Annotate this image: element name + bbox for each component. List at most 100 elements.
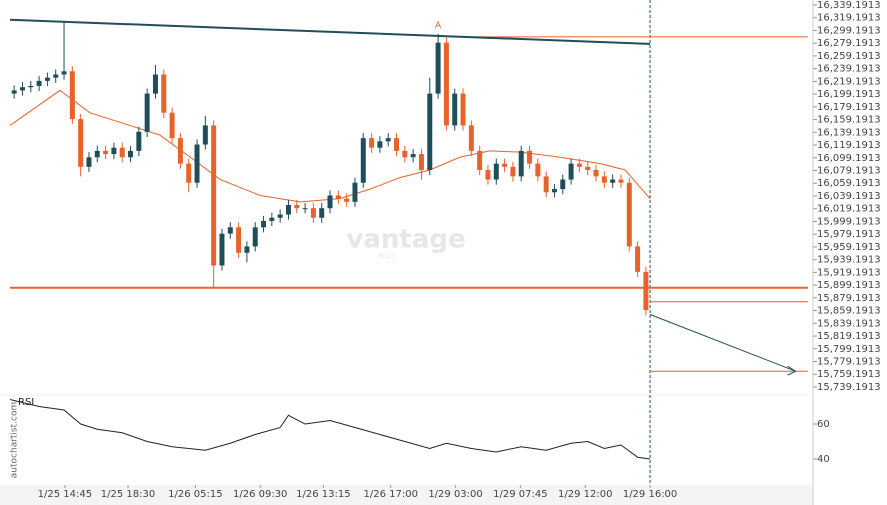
candle-body [94, 150, 100, 158]
candle-body [610, 179, 616, 183]
candle-body [527, 150, 533, 164]
y-tick-label: 16,179.1913 [817, 102, 881, 113]
y-tick-label: 15,819.1913 [817, 331, 881, 342]
rsi-tick-label: 60 [817, 419, 830, 430]
candle-body [103, 150, 109, 155]
rsi-line [9, 399, 651, 460]
y-tick-label: 15,839.1913 [817, 318, 881, 329]
x-tick-label: 1/29 12:00 [558, 489, 612, 500]
candle-body [443, 42, 449, 126]
candle-body [294, 205, 300, 209]
y-tick-label: 16,019.1913 [817, 204, 881, 215]
watermark: vantage [346, 225, 465, 255]
candle-body [53, 74, 59, 78]
y-tick-label: 16,139.1913 [817, 127, 881, 138]
candle-body [518, 150, 524, 177]
candle-body [385, 138, 391, 142]
candle-body [418, 154, 424, 170]
candle-body [11, 90, 17, 94]
candle-body [460, 93, 466, 126]
annotation: A [435, 21, 442, 31]
candle-body [186, 163, 192, 183]
candle-body [452, 93, 458, 126]
rsi-title: RSI [18, 397, 34, 408]
candle-body [468, 125, 474, 151]
candle-body [427, 93, 433, 170]
x-tick-label: 1/26 05:15 [168, 489, 222, 500]
y-tick-label: 15,959.1913 [817, 242, 881, 253]
candle-body [202, 125, 208, 145]
candle-body [576, 163, 582, 167]
y-tick-label: 16,259.1913 [817, 51, 881, 62]
candle-body [360, 138, 366, 183]
projection-arrow [649, 314, 796, 372]
candle-body [510, 166, 516, 177]
candle-body [211, 125, 217, 266]
candle-body [285, 205, 291, 215]
candle-body [194, 144, 200, 183]
x-tick-label: 1/26 13:15 [296, 489, 350, 500]
candle-body [485, 169, 491, 180]
candle-body [219, 233, 225, 266]
x-tick-label: 1/25 18:30 [101, 489, 155, 500]
y-tick-label: 16,039.1913 [817, 191, 881, 202]
candle-body [502, 163, 508, 167]
candle-body [493, 163, 499, 180]
candle-body [635, 246, 641, 272]
y-tick-label: 16,219.1913 [817, 76, 881, 87]
y-tick-label: 16,199.1913 [817, 89, 881, 100]
candle-body [477, 150, 483, 170]
candle-body [319, 208, 325, 218]
candle-body [394, 138, 400, 151]
y-tick-label: 15,779.1913 [817, 357, 881, 368]
candle-body [310, 208, 316, 218]
candle-body [144, 93, 150, 132]
candle-body [327, 195, 333, 209]
x-axis-band [0, 485, 813, 505]
candle-body [435, 42, 441, 94]
candle-body [69, 71, 75, 120]
y-tick-label: 16,319.1913 [817, 13, 881, 24]
y-tick-label: 15,979.1913 [817, 229, 881, 240]
x-tick-label: 1/29 07:45 [493, 489, 547, 500]
x-tick-label: 1/29 03:00 [428, 489, 482, 500]
candle-body [535, 163, 541, 177]
candle-body [410, 154, 416, 158]
candle-body [169, 112, 175, 139]
candle-body [302, 208, 308, 210]
candle-body [543, 176, 549, 193]
x-tick-label: 1/26 09:30 [233, 489, 287, 500]
candle-body [618, 179, 624, 183]
candle-body [19, 87, 25, 91]
candle-body [277, 214, 283, 218]
y-tick-label: 15,899.1913 [817, 280, 881, 291]
y-tick-label: 16,079.1913 [817, 166, 881, 177]
candle-body [560, 179, 566, 190]
y-tick-label: 16,239.1913 [817, 64, 881, 75]
arrow-head [787, 365, 797, 376]
candle-body [601, 176, 607, 183]
candle-body [643, 271, 649, 311]
candle-body [128, 150, 134, 158]
candle-body [177, 138, 183, 164]
y-tick-label: 15,799.1913 [817, 344, 881, 355]
y-tick-label: 16,299.1913 [817, 25, 881, 36]
watermark-sub: PLUS [378, 252, 396, 260]
candle-body [269, 217, 275, 221]
y-tick-label: 15,859.1913 [817, 306, 881, 317]
candle-body [136, 131, 142, 151]
candle-body [335, 195, 341, 199]
candle-body [111, 147, 117, 155]
y-tick-label: 15,999.1913 [817, 216, 881, 227]
y-tick-label: 16,099.1913 [817, 153, 881, 164]
trendline [9, 18, 651, 45]
y-tick-label: 15,759.1913 [817, 369, 881, 380]
x-tick-label: 1/25 14:45 [38, 489, 92, 500]
candle-body [593, 169, 599, 177]
y-tick-label: 16,059.1913 [817, 178, 881, 189]
y-tick-label: 15,939.1913 [817, 255, 881, 266]
candle-body [585, 166, 591, 170]
candle-body [44, 77, 50, 81]
candle-body [402, 150, 408, 158]
